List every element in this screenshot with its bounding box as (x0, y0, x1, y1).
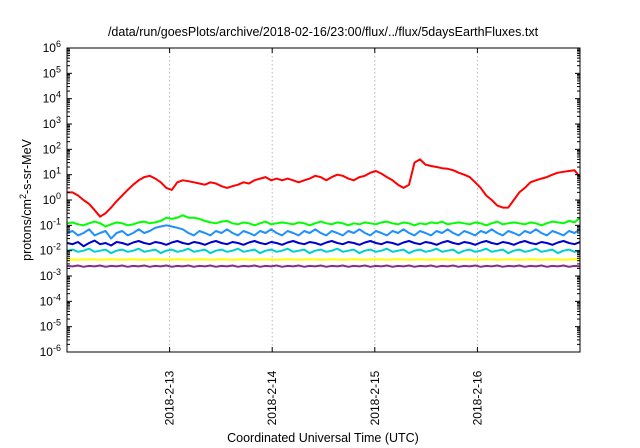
chart-title: /data/run/goesPlots/archive/2018-02-16/2… (108, 25, 539, 39)
y-tick-label: 10-6 (40, 343, 61, 359)
y-tick-label: 10-5 (40, 318, 61, 334)
y-tick-base: 10 (43, 92, 57, 106)
y-axis-label-base: protons/cm (20, 199, 34, 261)
data-series (66, 158, 581, 268)
y-tick-exp: 2 (56, 140, 61, 150)
y-tick-base: 10 (43, 66, 57, 80)
grid-lines (169, 48, 478, 352)
x-tick-label: 2018-2-14 (265, 370, 279, 425)
y-axis-ticks: 10-610-510-410-310-210-11001011021031041… (40, 39, 580, 359)
x-tick-label: 2018-2-16 (470, 370, 484, 425)
plot-frame (66, 47, 581, 353)
series-line (66, 247, 581, 255)
x-tick-label: 2018-2-13 (163, 370, 177, 425)
y-tick-exp: -6 (53, 343, 61, 353)
x-axis-label: Coordinated Universal Time (UTC) (227, 431, 419, 445)
y-tick-base: 10 (40, 218, 54, 232)
y-tick-label: 103 (43, 115, 61, 131)
y-tick-base: 10 (43, 193, 57, 207)
series-line (66, 264, 581, 268)
y-tick-base: 10 (40, 244, 54, 258)
y-axis-label-rest: -s-sr-MeV (20, 138, 34, 194)
y-tick-label: 106 (43, 39, 61, 55)
series-line (67, 258, 581, 261)
x-tick-label: 2018-2-15 (368, 370, 382, 425)
y-tick-base: 10 (40, 320, 54, 334)
y-tick-exp: 5 (56, 64, 61, 74)
y-tick-base: 10 (43, 117, 57, 131)
y-tick-base: 10 (40, 294, 54, 308)
series-line (66, 239, 581, 248)
y-tick-exp: 3 (56, 115, 61, 125)
x-axis-ticks: 2018-2-13 2018-2-14 2018-2-15 2018-2-16 (163, 48, 484, 425)
series-line (66, 214, 581, 228)
y-tick-label: 10-3 (40, 267, 61, 283)
y-tick-base: 10 (43, 142, 57, 156)
y-axis-label: protons/cm2-s-sr-MeV (18, 138, 34, 260)
y-tick-label: 101 (43, 166, 61, 182)
y-axis-label-sup: 2 (18, 194, 28, 199)
y-tick-label: 105 (43, 64, 61, 80)
y-tick-exp: 4 (56, 90, 61, 100)
y-tick-base: 10 (40, 269, 54, 283)
y-tick-exp: -2 (53, 242, 61, 252)
y-tick-exp: 0 (56, 191, 61, 201)
y-tick-exp: 1 (56, 166, 61, 176)
y-tick-exp: 6 (56, 39, 61, 49)
series-line (67, 158, 581, 218)
y-tick-label: 104 (43, 90, 61, 106)
y-tick-exp: -4 (53, 292, 61, 302)
y-tick-base: 10 (43, 41, 57, 55)
y-tick-exp: -3 (53, 267, 61, 277)
y-tick-base: 10 (40, 345, 54, 359)
y-tick-label: 10-2 (40, 242, 61, 258)
y-tick-exp: -1 (53, 216, 61, 226)
y-tick-base: 10 (43, 168, 57, 182)
y-tick-exp: -5 (53, 318, 61, 328)
y-tick-label: 10-4 (40, 292, 61, 308)
y-tick-label: 100 (43, 191, 61, 207)
series-line (66, 224, 581, 240)
y-tick-label: 102 (43, 140, 61, 156)
y-tick-label: 10-1 (40, 216, 61, 232)
